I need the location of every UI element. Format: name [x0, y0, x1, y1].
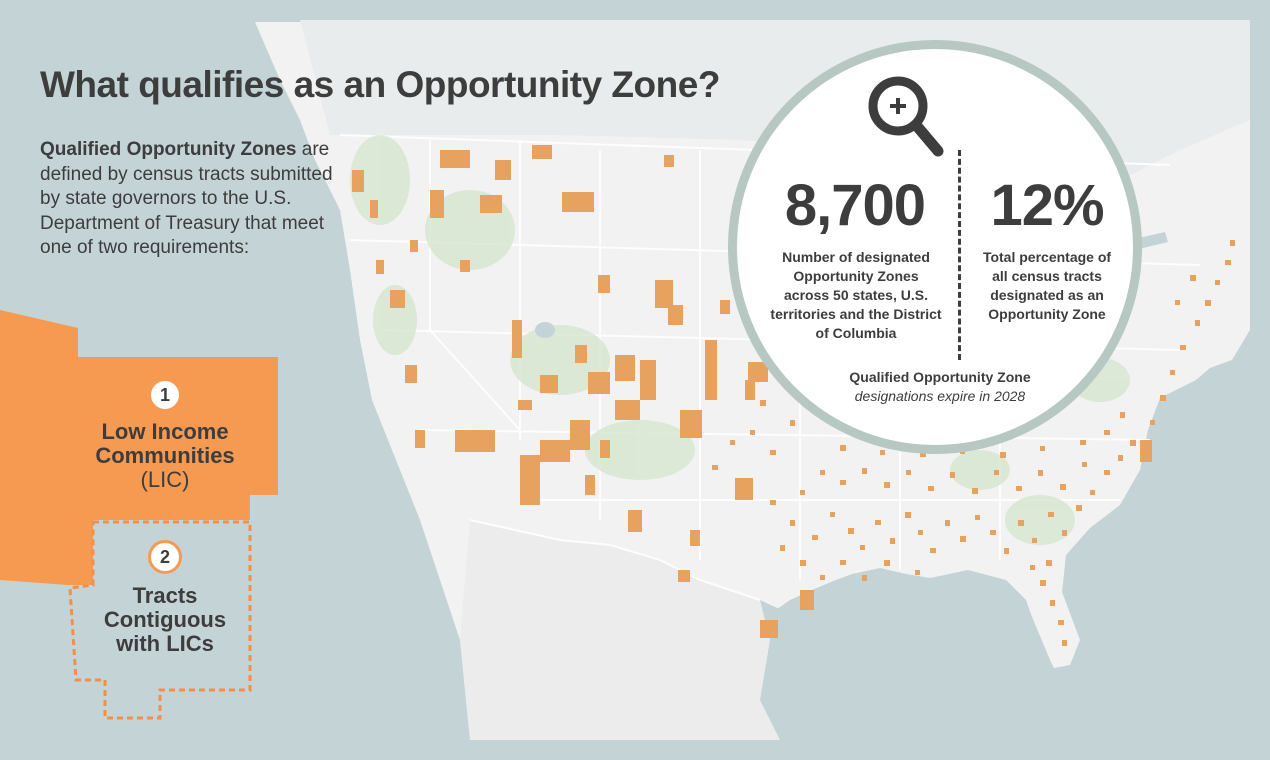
census-tract-percentage-label: Total percentage of all census tracts de… [982, 249, 1112, 322]
requirement-1-badge: 1 [148, 378, 182, 412]
requirement-2-line3: with LICs [116, 631, 214, 656]
intro-text: are defined by census tracts submitted b… [40, 139, 333, 258]
requirement-2-label: Tracts Contiguous with LICs [60, 584, 270, 656]
requirement-1-label: Low Income Communities (LIC) [60, 420, 270, 492]
expiration-note: Qualified Opportunity Zone designations … [780, 368, 1100, 406]
requirement-1-line2: Communities [95, 443, 235, 468]
intro-bold: Qualified Opportunity Zones [40, 139, 297, 160]
expiration-title: Qualified Opportunity Zone [849, 369, 1031, 385]
opportunity-zone-count: 8,700 [784, 173, 926, 238]
requirement-2-badge: 2 [148, 540, 182, 574]
intro-paragraph: Qualified Opportunity Zones are defined … [40, 138, 340, 261]
stats-circle [728, 40, 1142, 454]
opportunity-zone-count-label: Number of designated Opportunity Zones a… [770, 249, 942, 341]
census-tract-percentage: 12% [990, 173, 1104, 238]
requirement-2-line2: Contiguous [103, 607, 227, 632]
requirement-2-line1: Tracts [132, 583, 198, 608]
zoom-in-icon [868, 76, 944, 157]
stats-divider [958, 150, 961, 360]
requirement-1-line1: Low Income [101, 419, 229, 444]
page-title: What qualifies as an Opportunity Zone? [40, 64, 720, 105]
requirement-1-line3: (LIC) [140, 467, 190, 492]
expiration-detail: designations expire in 2028 [854, 388, 1026, 404]
